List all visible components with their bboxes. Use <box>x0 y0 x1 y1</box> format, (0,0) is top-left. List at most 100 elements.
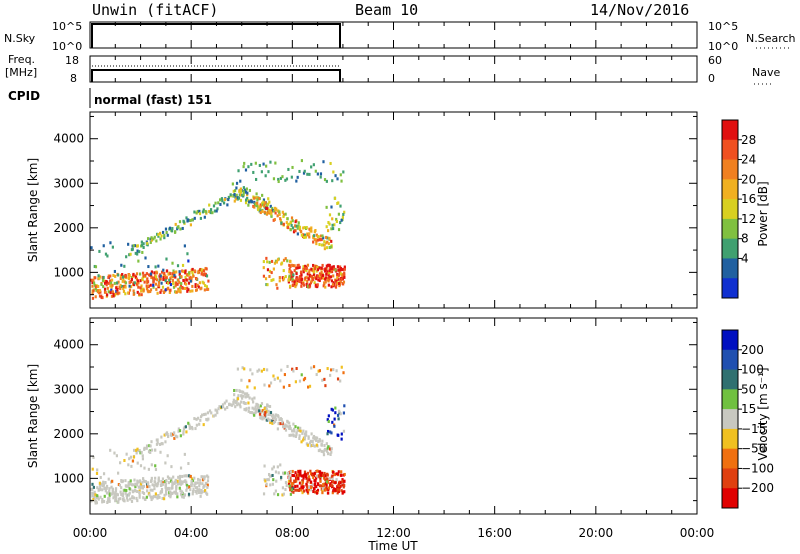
range-cell <box>288 433 291 437</box>
range-cell <box>127 481 130 485</box>
colorbar-swatch <box>722 218 738 240</box>
range-cell <box>309 444 312 448</box>
range-cell <box>175 485 178 489</box>
range-cell <box>117 500 120 504</box>
range-cell <box>135 451 138 455</box>
range-cell <box>115 492 118 496</box>
range-cell <box>277 209 280 213</box>
range-cell <box>289 221 292 225</box>
range-cell <box>328 246 331 250</box>
range-cell <box>264 418 268 422</box>
range-cell <box>289 259 292 263</box>
nsky-panel: N.Sky 10^5 10^0 10^5 10^0 N.Search <box>4 20 796 53</box>
range-cell <box>178 220 182 224</box>
range-cell <box>198 484 201 488</box>
range-cell <box>289 264 292 268</box>
range-cell <box>329 368 333 372</box>
range-cell <box>263 413 266 417</box>
range-cell <box>163 493 166 497</box>
range-cell <box>137 259 140 263</box>
range-cell <box>108 499 111 503</box>
range-cell <box>247 409 250 413</box>
range-cell <box>318 272 322 276</box>
range-cell <box>134 488 137 492</box>
range-cell <box>285 177 289 181</box>
range-cell <box>128 288 132 292</box>
range-cell <box>158 442 162 446</box>
range-cell <box>98 294 102 298</box>
range-cell <box>314 283 317 287</box>
range-cell <box>305 268 308 272</box>
ytick-label: 3000 <box>53 382 84 396</box>
range-cell <box>300 474 304 478</box>
range-cell <box>282 278 285 282</box>
range-cell <box>94 295 97 299</box>
range-cell <box>119 274 123 278</box>
range-cell <box>136 290 139 294</box>
range-cell <box>341 274 344 278</box>
range-cell <box>157 233 160 237</box>
range-cell <box>263 203 266 207</box>
range-cell <box>123 458 126 462</box>
range-cell <box>241 390 244 394</box>
range-cell <box>296 488 299 492</box>
range-cell <box>246 196 249 200</box>
range-cell <box>318 470 322 474</box>
range-cell <box>175 487 178 491</box>
colorbar-tick-label: 28 <box>741 133 756 147</box>
range-cell <box>284 428 288 432</box>
range-cell <box>304 264 307 268</box>
range-cell <box>146 241 149 245</box>
range-cell <box>179 290 182 294</box>
range-cell <box>126 498 129 502</box>
range-cell <box>156 481 160 485</box>
range-cell <box>327 445 330 449</box>
colorbar-swatch <box>722 409 738 430</box>
colorbar-swatch <box>722 488 738 509</box>
range-cell <box>322 483 325 487</box>
range-cell <box>189 474 192 478</box>
range-cell <box>170 229 174 233</box>
range-cell <box>202 269 205 273</box>
range-cell <box>199 267 202 271</box>
range-cell <box>272 278 275 282</box>
range-cell <box>153 235 156 239</box>
range-cell <box>233 193 236 197</box>
range-cell <box>289 488 292 492</box>
range-cell <box>292 230 296 234</box>
range-cell <box>290 175 293 179</box>
range-cell <box>252 400 255 404</box>
range-cell <box>275 479 278 483</box>
range-cell <box>253 396 256 400</box>
range-cell <box>205 267 208 271</box>
range-cell <box>127 291 130 295</box>
range-cell <box>300 488 303 492</box>
range-cell <box>232 194 235 198</box>
range-cell <box>320 266 323 270</box>
range-cell <box>327 486 330 490</box>
range-cell <box>151 488 154 492</box>
range-cell <box>255 192 258 196</box>
range-cell <box>125 496 129 500</box>
range-cell <box>104 252 108 256</box>
range-cell <box>315 239 318 243</box>
range-cell <box>124 292 127 296</box>
range-cell <box>203 484 206 488</box>
range-cell <box>169 479 173 483</box>
range-cell <box>220 405 223 409</box>
range-cell <box>340 277 343 281</box>
range-cell <box>159 450 162 454</box>
range-cell <box>93 495 96 499</box>
range-cell <box>120 486 123 490</box>
range-cell <box>244 408 248 412</box>
range-cell <box>165 492 168 496</box>
nsky-tick-bottom: 10^0 <box>52 40 82 53</box>
range-cell <box>199 415 203 419</box>
range-cell <box>215 209 218 213</box>
range-cell <box>279 217 282 221</box>
range-cell <box>129 482 132 486</box>
range-cell <box>151 496 154 500</box>
range-cell <box>312 163 315 167</box>
range-cell <box>155 278 159 282</box>
range-cell <box>110 285 113 289</box>
